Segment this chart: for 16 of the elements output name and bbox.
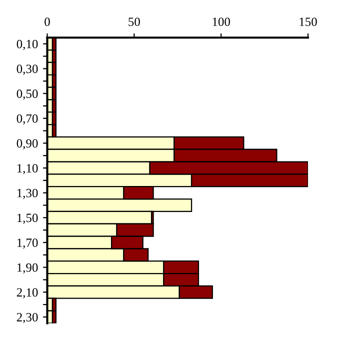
y-tick-label: 0,10 xyxy=(16,40,38,50)
y-tick-label: 1,90 xyxy=(17,263,38,274)
y-tick-label: 2,10 xyxy=(16,288,38,298)
y-tick-label: 0,70 xyxy=(16,114,38,125)
y-tick-label: 1,10 xyxy=(17,164,38,174)
y-tick-label: 1,50 xyxy=(17,214,38,224)
x-tick-label: 100 xyxy=(212,18,230,26)
y-tick-label: 0,90 xyxy=(16,139,38,150)
x-tick-label: 50 xyxy=(128,18,140,26)
y-tick-label: 2,30 xyxy=(16,313,38,324)
y-tick-label: 0,30 xyxy=(16,64,38,75)
x-tick-label: 150 xyxy=(300,18,317,26)
x-tick-label: 0 xyxy=(44,18,50,26)
y-tick-label: 0,50 xyxy=(16,90,38,100)
y-tick-label: 1,70 xyxy=(17,238,38,249)
y-tick-label: 1,30 xyxy=(17,188,38,200)
